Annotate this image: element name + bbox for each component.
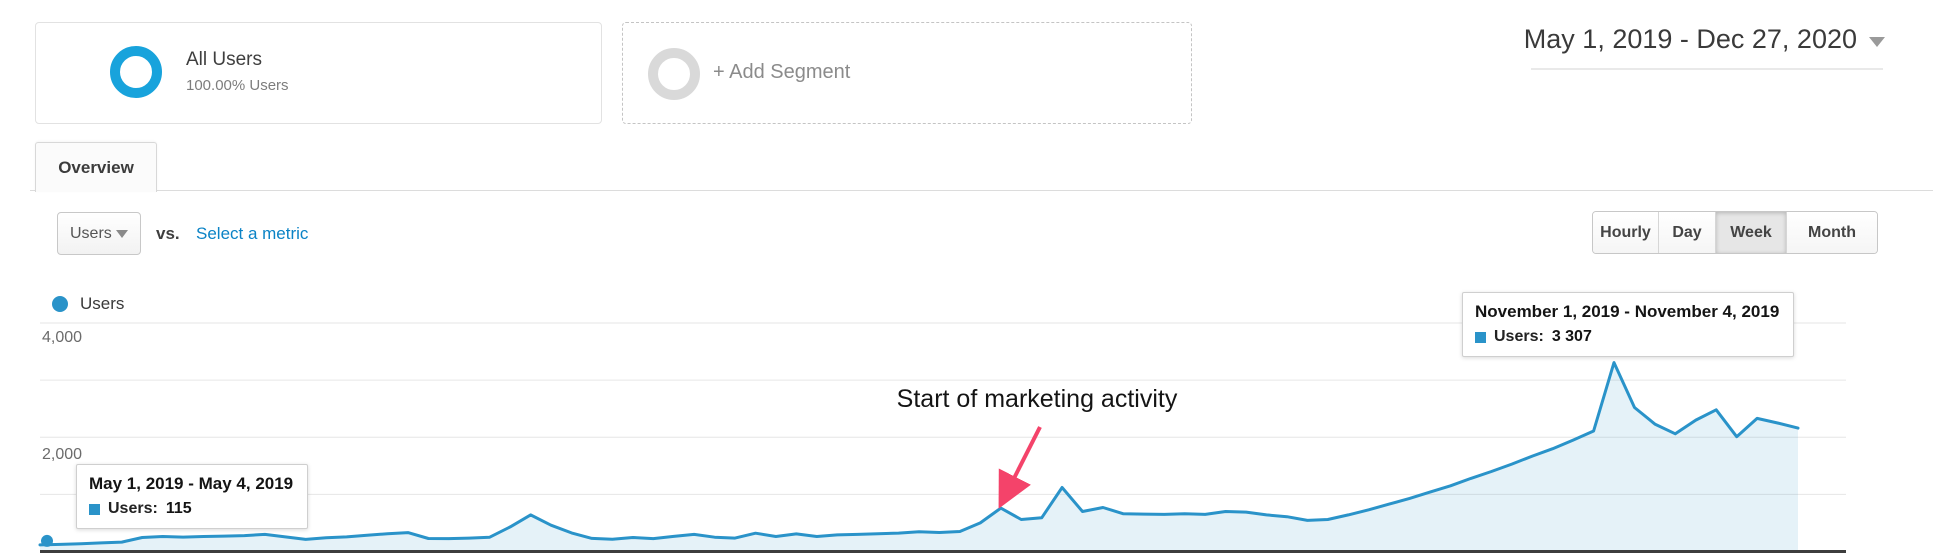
add-segment-button[interactable]: + Add Segment — [622, 22, 1192, 124]
y-axis-label-4000: 4,000 — [42, 329, 83, 346]
date-range-selector[interactable]: May 1, 2019 - Dec 27, 2020 — [1524, 24, 1885, 55]
granularity-week-button[interactable]: Week — [1715, 212, 1786, 253]
chevron-down-icon — [1869, 36, 1885, 47]
segment-subtitle: 100.00% Users — [186, 77, 289, 94]
granularity-switcher: Hourly Day Week Month — [1592, 211, 1878, 254]
annotation-arrow-icon — [998, 426, 1042, 509]
date-range-text: May 1, 2019 - Dec 27, 2020 — [1523, 24, 1857, 54]
metric-dropdown-label: Users — [70, 224, 112, 242]
tooltip-date-range: May 1, 2019 - May 4, 2019 — [89, 474, 294, 493]
tooltip-metric-label: Users: — [1494, 328, 1544, 345]
empty-segment-circle-icon — [648, 48, 700, 100]
select-a-metric-link[interactable]: Select a metric — [196, 224, 309, 243]
legend-users-label: Users — [80, 294, 125, 313]
vs-label: vs. — [156, 224, 180, 243]
granularity-month-button[interactable]: Month — [1786, 212, 1877, 253]
add-segment-label: + Add Segment — [713, 61, 851, 83]
segment-all-users[interactable]: All Users 100.00% Users — [35, 22, 602, 124]
tooltip-metric-value: 115 — [165, 500, 192, 517]
tab-overview[interactable]: Overview — [35, 142, 157, 192]
users-line-chart[interactable] — [0, 280, 1933, 559]
segment-circle-icon — [110, 46, 162, 98]
annotation-text: Start of marketing activity — [896, 385, 1178, 413]
tooltip-date-range: November 1, 2019 - November 4, 2019 — [1475, 302, 1780, 321]
tab-bar-divider — [30, 190, 1933, 191]
tooltip-metric-value: 3 307 — [1551, 328, 1592, 345]
tooltip-november: November 1, 2019 - November 4, 2019 User… — [1462, 292, 1795, 357]
segment-title: All Users — [186, 49, 263, 70]
caret-down-icon — [116, 229, 128, 238]
granularity-hourly-button[interactable]: Hourly — [1593, 212, 1658, 253]
tooltip-series-marker-icon — [1475, 331, 1486, 343]
metric-dropdown[interactable]: Users — [57, 212, 141, 255]
tooltip-may: May 1, 2019 - May 4, 2019 Users: 115 — [76, 464, 309, 529]
tooltip-metric-label: Users: — [108, 500, 158, 517]
tooltip-series-marker-icon — [89, 503, 100, 515]
y-axis-label-2000: 2,000 — [42, 446, 83, 463]
date-range-underline — [1531, 68, 1883, 70]
legend-users-dot-icon — [52, 296, 68, 312]
granularity-day-button[interactable]: Day — [1658, 212, 1715, 253]
